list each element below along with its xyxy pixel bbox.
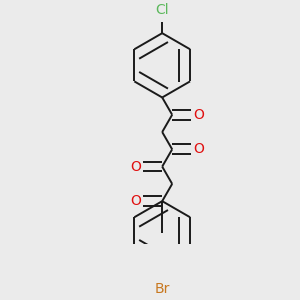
- Text: Br: Br: [154, 282, 170, 296]
- Text: Cl: Cl: [155, 3, 169, 17]
- Text: O: O: [194, 108, 205, 122]
- Text: O: O: [194, 142, 205, 156]
- Text: O: O: [130, 160, 141, 174]
- Text: O: O: [130, 194, 141, 208]
